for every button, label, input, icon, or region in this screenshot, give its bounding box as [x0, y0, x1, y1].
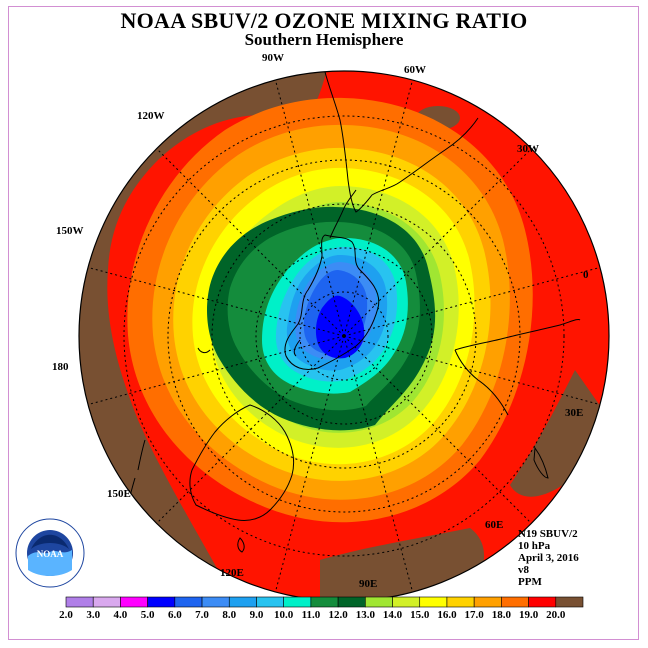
colorbar-tick-label: 19.0	[519, 609, 539, 621]
contour-deep-blue	[315, 295, 365, 359]
lon-90w: 90W	[262, 52, 284, 64]
meridian-line	[87, 266, 345, 337]
lon-0: 0	[583, 269, 589, 281]
meridian-line	[87, 335, 345, 406]
colorbar-swatch	[256, 596, 284, 608]
colorbar-swatch	[120, 596, 148, 608]
meridian-line	[343, 266, 601, 337]
colorbar-swatch	[147, 596, 176, 608]
colorbar: 2.0 3.0 4.0 5.0 6.0 7.0 8.0 9.0 10.0 11.0 12.0 13.0…	[59, 596, 584, 621]
noaa-logo: NOAA	[15, 518, 85, 588]
info-version: v8	[518, 564, 530, 576]
colorbar-tick-label: 5.0	[141, 609, 155, 621]
lon-150e: 150E	[107, 488, 131, 500]
meridian-line	[343, 335, 601, 406]
meridian-line	[343, 79, 414, 337]
colorbar-tick-label: 6.0	[168, 609, 182, 621]
colorbar-swatch	[365, 596, 393, 608]
colorbar-tick-label: 14.0	[383, 609, 403, 621]
colorbar-swatch	[92, 596, 121, 608]
colorbar-tick-label: 20.0	[546, 609, 566, 621]
colorbar-swatch	[419, 596, 448, 608]
colorbar-tick-label: 9.0	[250, 609, 264, 621]
colorbar-tick-label: 15.0	[410, 609, 430, 621]
lon-120e: 120E	[220, 567, 244, 579]
meridian-line	[343, 335, 414, 593]
colorbar-swatch	[310, 596, 339, 608]
colorbar-tick-label: 17.0	[465, 609, 485, 621]
noaa-logo-text: NOAA	[37, 549, 64, 559]
colorbar-swatch	[501, 596, 529, 608]
colorbar-swatch	[528, 596, 557, 608]
contour-brown-west	[79, 71, 330, 601]
lon-30w: 30W	[517, 143, 539, 155]
meridian-line	[156, 335, 345, 524]
page-frame	[8, 6, 639, 640]
map-disc	[79, 71, 609, 601]
colorbar-tick-label: 11.0	[302, 609, 321, 621]
colorbar-tick-label: 13.0	[356, 609, 376, 621]
lon-180: 180	[52, 361, 69, 373]
colorbar-swatch	[65, 596, 94, 608]
info-date: April 3, 2016	[518, 552, 579, 564]
colorbar-tick-label: 12.0	[328, 609, 348, 621]
lon-60w: 60W	[404, 64, 426, 76]
colorbar-tick-label: 18.0	[492, 609, 512, 621]
colorbar-swatch	[174, 596, 203, 608]
meridian-line	[343, 335, 532, 524]
colorbar-swatch	[392, 596, 421, 608]
lon-30e: 30E	[565, 407, 583, 419]
colorbar-swatch	[446, 596, 475, 608]
meridian-lines	[87, 79, 601, 593]
lon-120w: 120W	[137, 110, 165, 122]
lon-60e: 60E	[485, 519, 503, 531]
colorbar-tick-label: 16.0	[437, 609, 457, 621]
meridian-line	[274, 335, 345, 593]
lon-90e: 90E	[359, 578, 377, 590]
colorbar-tick-label: 2.0	[59, 609, 73, 621]
page-subtitle: Southern Hemisphere	[244, 30, 404, 49]
colorbar-tick-label: 7.0	[195, 609, 209, 621]
page-title: NOAA SBUV/2 OZONE MIXING RATIO	[120, 8, 528, 33]
colorbar-swatch	[201, 596, 230, 608]
meridian-line	[156, 148, 345, 337]
info-satellite: N19 SBUV/2	[518, 528, 578, 540]
colorbar-swatch	[473, 596, 502, 608]
colorbar-tick-label: 10.0	[274, 609, 294, 621]
colorbar-tick-label: 3.0	[86, 609, 100, 621]
colorbar-swatch	[555, 596, 584, 608]
colorbar-swatch	[228, 596, 257, 608]
latitude-circles	[123, 115, 565, 557]
coastlines	[127, 71, 581, 553]
longitude-labels: 90W 60W 120W 30W 150W 0 180 30E 150E 60E…	[52, 52, 589, 590]
lon-150w: 150W	[56, 225, 84, 237]
colorbar-swatch	[283, 596, 312, 608]
colorbar-tick-label: 8.0	[222, 609, 236, 621]
info-block: N19 SBUV/2 10 hPa April 3, 2016 v8 PPM	[518, 528, 579, 588]
info-units: PPM	[518, 576, 542, 588]
colorbar-tick-label: 4.0	[114, 609, 128, 621]
meridian-line	[274, 79, 345, 337]
info-level: 10 hPa	[518, 540, 551, 552]
meridian-line	[343, 148, 532, 337]
colorbar-swatch	[337, 596, 366, 608]
